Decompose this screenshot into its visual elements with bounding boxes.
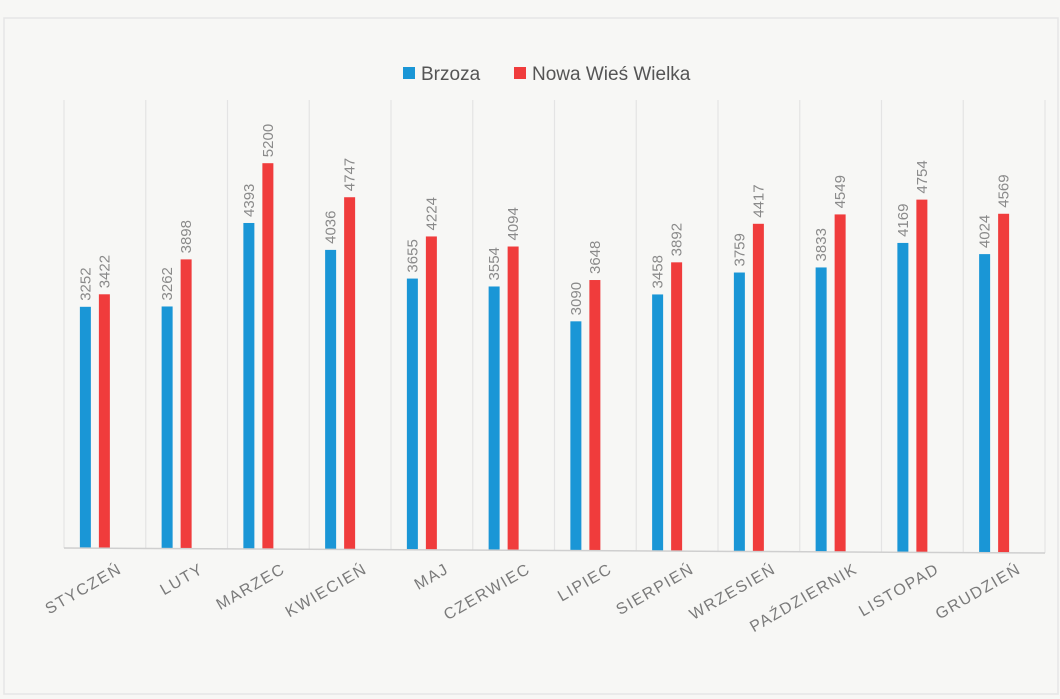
bar-brzoza-wrzesien [733,272,745,552]
bar-nowa-wies-wielka-lipiec [589,280,601,551]
bar-brzoza-listopad [897,242,909,553]
value-label-brzoza-czerwiec: 3554 [486,247,503,280]
legend-swatch-brzoza [403,67,415,79]
value-label-brzoza-pazdziernik: 3833 [813,228,830,261]
value-label-nowa-wies-wielka-maj: 4224 [423,197,440,230]
bar-nowa-wies-wielka-grudzien [998,213,1010,553]
bar-nowa-wies-wielka-pazdziernik [834,214,846,552]
bar-nowa-wies-wielka-maj [425,236,437,550]
bar-nowa-wies-wielka-czerwiec [507,246,519,551]
legend-item-nowa-wies-wielka: Nowa Wieś Wielka [514,64,691,85]
bar-brzoza-grudzien [979,254,991,553]
value-label-nowa-wies-wielka-wrzesien: 4417 [750,184,767,217]
legend-label-brzoza: Brzoza [421,64,481,85]
value-label-nowa-wies-wielka-listopad: 4754 [914,160,931,193]
value-label-nowa-wies-wielka-kwiecien: 4747 [342,158,359,191]
bar-brzoza-lipiec [570,321,582,551]
bar-nowa-wies-wielka-sierpien [671,262,683,552]
legend-swatch-nowa-wies-wielka [514,67,526,79]
bar-brzoza-pazdziernik [815,267,827,552]
value-label-brzoza-marzec: 4393 [241,184,258,217]
value-label-brzoza-grudzien: 4024 [977,215,994,248]
legend-label-nowa-wies-wielka: Nowa Wieś Wielka [532,64,691,85]
bar-brzoza-sierpien [652,294,664,552]
bar-nowa-wies-wielka-styczen [98,294,110,549]
value-label-brzoza-listopad: 4169 [895,204,912,237]
value-label-brzoza-maj: 3655 [404,239,421,272]
bar-series [79,163,1010,553]
value-label-brzoza-kwiecien: 4036 [323,211,340,244]
x-axis-line [63,547,1046,554]
value-label-brzoza-lipiec: 3090 [568,282,585,315]
chart-border [3,17,1059,695]
legend-item-brzoza: Brzoza [403,64,481,85]
bar-nowa-wies-wielka-luty [180,259,192,549]
vertical-gridlines [63,100,1046,553]
value-label-nowa-wies-wielka-luty: 3898 [178,220,195,253]
bar-brzoza-luty [161,306,173,549]
bar-nowa-wies-wielka-listopad [916,199,928,553]
value-label-brzoza-luty: 3262 [159,267,176,300]
value-label-brzoza-sierpien: 3458 [650,255,667,288]
value-label-nowa-wies-wielka-lipiec: 3648 [587,241,604,274]
bar-brzoza-marzec [243,222,255,549]
value-label-nowa-wies-wielka-czerwiec: 4094 [505,207,522,240]
bar-brzoza-czerwiec [488,286,500,551]
bar-nowa-wies-wielka-kwiecien [344,197,356,550]
bar-brzoza-styczen [79,306,91,549]
value-label-nowa-wies-wielka-styczen: 3422 [96,255,113,288]
bar-brzoza-kwiecien [325,249,337,550]
bar-nowa-wies-wielka-wrzesien [752,223,764,552]
value-label-nowa-wies-wielka-grudzien: 4569 [996,174,1013,207]
value-label-brzoza-wrzesien: 3759 [731,233,748,266]
value-label-nowa-wies-wielka-marzec: 5200 [260,124,277,157]
bar-brzoza-maj [406,278,418,550]
value-label-nowa-wies-wielka-pazdziernik: 4549 [832,175,849,208]
bar-nowa-wies-wielka-marzec [262,163,274,550]
legend: Brzoza Nowa Wieś Wielka [403,64,691,85]
value-label-brzoza-styczen: 3252 [77,267,94,300]
value-label-nowa-wies-wielka-sierpien: 3892 [669,223,686,256]
